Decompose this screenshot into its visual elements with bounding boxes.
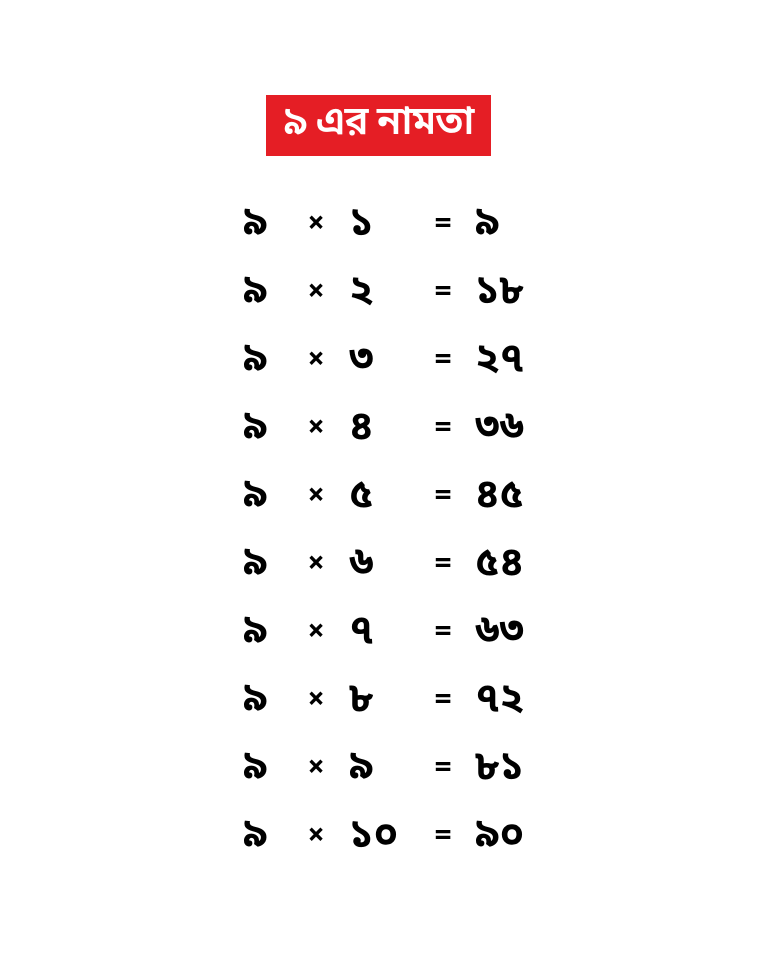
multiplicand: ৯ [243,206,291,246]
result: ৬৩ [467,614,524,654]
table-row: ৯ × ৫ = ৪৫ [243,478,524,518]
multiplier: ৬ [341,546,419,586]
table-row: ৯ × ৮ = ৭২ [243,682,524,722]
table-row: ৯ × ১০ = ৯০ [243,818,524,858]
multiplicand: ৯ [243,750,291,790]
multiplier: ৮ [341,682,419,722]
multiplier: ৩ [341,342,419,382]
multiplicand: ৯ [243,682,291,722]
result: ৩৬ [467,410,524,450]
multiplicand: ৯ [243,546,291,586]
times-symbol: × [291,279,341,309]
multiplier: ১০ [341,818,419,858]
multiplicand: ৯ [243,342,291,382]
equals-symbol: = [419,823,467,853]
result: ৮১ [467,750,524,790]
table-row: ৯ × ৯ = ৮১ [243,750,524,790]
times-symbol: × [291,619,341,649]
result: ৯ [467,206,499,246]
multiplicand: ৯ [243,410,291,450]
result: ৪৫ [467,478,524,518]
result: ১৮ [467,274,524,314]
table-row: ৯ × ১ = ৯ [243,206,524,246]
result: ৭২ [467,682,524,722]
table-row: ৯ × ২ = ১৮ [243,274,524,314]
equals-symbol: = [419,483,467,513]
table-row: ৯ × ৪ = ৩৬ [243,410,524,450]
table-row: ৯ × ৬ = ৫৪ [243,546,524,586]
multiplier: ২ [341,274,419,314]
times-symbol: × [291,211,341,241]
result: ২৭ [467,342,524,382]
equals-symbol: = [419,279,467,309]
equals-symbol: = [419,619,467,649]
multiplicand: ৯ [243,614,291,654]
equals-symbol: = [419,755,467,785]
multiplicand: ৯ [243,818,291,858]
table-row: ৯ × ৭ = ৬৩ [243,614,524,654]
title-text: ৯ এর নামতা [284,98,474,151]
times-symbol: × [291,483,341,513]
equals-symbol: = [419,347,467,377]
times-symbol: × [291,347,341,377]
multiplicand: ৯ [243,274,291,314]
equals-symbol: = [419,551,467,581]
table-row: ৯ × ৩ = ২৭ [243,342,524,382]
equals-symbol: = [419,211,467,241]
times-symbol: × [291,415,341,445]
title-box: ৯ এর নামতা [266,95,492,156]
times-symbol: × [291,755,341,785]
equals-symbol: = [419,415,467,445]
times-symbol: × [291,687,341,717]
times-symbol: × [291,823,341,853]
result: ৯০ [467,818,524,858]
multiplicand: ৯ [243,478,291,518]
times-symbol: × [291,551,341,581]
result: ৫৪ [467,546,524,586]
equals-symbol: = [419,687,467,717]
multiplication-table: ৯ × ১ = ৯ ৯ × ২ = ১৮ ৯ × ৩ = ২৭ ৯ × ৪ = … [233,206,524,858]
multiplier: ৯ [341,750,419,790]
multiplier: ৭ [341,614,419,654]
multiplier: ১ [341,206,419,246]
multiplier: ৫ [341,478,419,518]
multiplier: ৪ [341,410,419,450]
